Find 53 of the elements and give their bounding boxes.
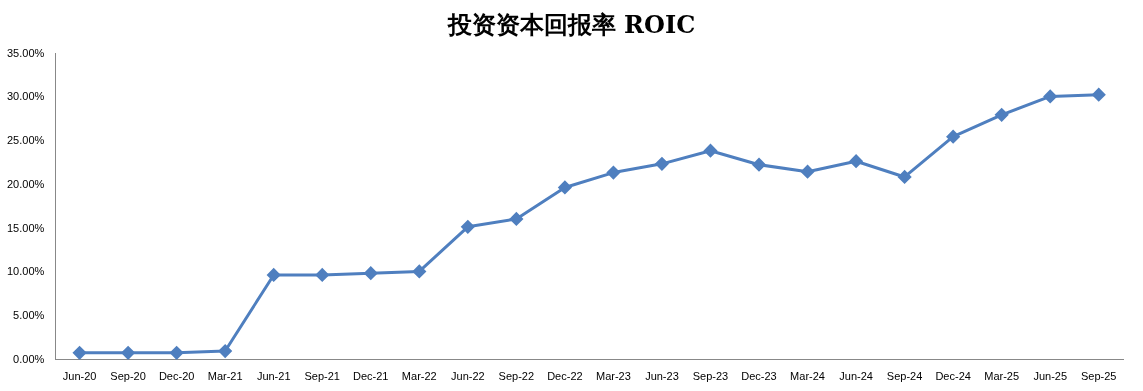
point xyxy=(655,157,669,171)
point xyxy=(801,165,815,179)
x-tick-label: Jun-23 xyxy=(645,370,679,383)
y-tick-label: 0.00% xyxy=(13,352,45,365)
x-tick-label: Mar-21 xyxy=(207,370,243,383)
x-tick-label: Sep-25 xyxy=(1080,370,1117,383)
point xyxy=(995,108,1009,122)
point xyxy=(1043,89,1057,103)
chart-title: 投资资本回报率 ROIC xyxy=(446,9,697,41)
x-tick-label: Sep-24 xyxy=(886,370,923,383)
x-tick-label: Sep-21 xyxy=(304,370,340,383)
x-tick-label: Jun-21 xyxy=(256,370,291,383)
point xyxy=(73,346,87,360)
x-tick-label: Jun-24 xyxy=(839,370,873,383)
point xyxy=(558,180,572,194)
x-tick-label: Dec-21 xyxy=(353,370,389,383)
y-tick-label: 35.00% xyxy=(7,46,45,59)
y-tick-label: 10.00% xyxy=(7,265,45,278)
x-tick-label: Mar-22 xyxy=(401,370,437,383)
x-tick-label: Dec-23 xyxy=(741,370,777,383)
point xyxy=(267,268,281,282)
point xyxy=(606,166,620,180)
point xyxy=(412,264,426,278)
point xyxy=(121,346,135,360)
x-tick-label: Jun-20 xyxy=(62,370,97,383)
y-tick-label: 5.00% xyxy=(13,309,45,322)
point xyxy=(898,170,912,184)
x-tick-label: Sep-22 xyxy=(498,370,535,383)
x-tick-label: Jun-22 xyxy=(451,370,485,383)
y-tick-label: 15.00% xyxy=(7,221,45,234)
point xyxy=(849,154,863,168)
x-tick-label: Dec-22 xyxy=(547,370,583,383)
point xyxy=(461,220,475,234)
point xyxy=(315,268,329,282)
y-tick-label: 25.00% xyxy=(7,134,45,147)
point xyxy=(703,144,717,158)
point xyxy=(364,266,378,280)
x-tick-label: Sep-23 xyxy=(692,370,729,383)
point xyxy=(946,130,960,144)
x-tick-label: Jun-25 xyxy=(1033,370,1068,383)
y-tick-label: 20.00% xyxy=(7,177,45,190)
x-tick-label: Dec-20 xyxy=(158,370,195,383)
point xyxy=(752,158,766,172)
x-tick-label: Mar-23 xyxy=(596,370,631,383)
point xyxy=(509,212,523,226)
y-tick-label: 30.00% xyxy=(7,90,45,103)
point xyxy=(170,346,184,360)
x-tick-label: Mar-25 xyxy=(984,370,1020,383)
point xyxy=(1092,88,1106,102)
x-tick-label: Mar-24 xyxy=(790,370,825,383)
point xyxy=(218,344,232,358)
x-tick-label: Sep-20 xyxy=(110,370,146,383)
x-tick-label: Dec-24 xyxy=(935,370,971,383)
